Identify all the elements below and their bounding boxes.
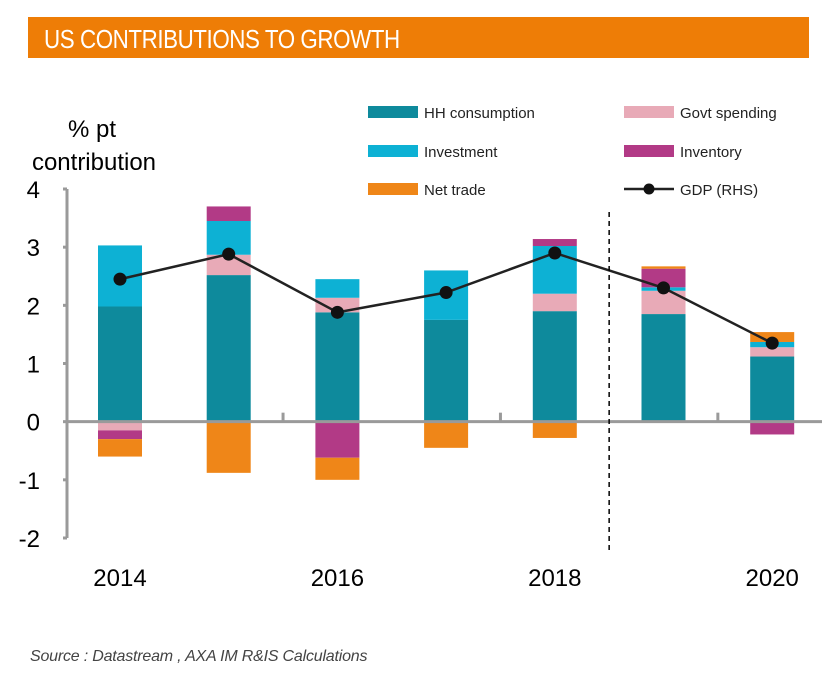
gdp-point — [765, 336, 779, 350]
bar-segment — [206, 275, 251, 422]
y-tick-label: -2 — [19, 526, 40, 553]
x-tick-label: 2016 — [311, 565, 364, 592]
y-tick-label: 0 — [27, 410, 40, 437]
legend-label: Govt spending — [680, 105, 777, 122]
bar-segment — [750, 347, 795, 357]
gdp-point — [439, 286, 453, 300]
legend-label: HH consumption — [424, 105, 535, 122]
bar-segment — [98, 421, 142, 431]
legend-swatch — [368, 145, 418, 157]
y-tick-label: -1 — [19, 468, 40, 495]
bar-segment — [532, 421, 577, 438]
bar-segment — [424, 319, 469, 422]
legend-label: Net trade — [424, 182, 486, 199]
x-tick-label: 2014 — [93, 565, 146, 592]
chart-title: US CONTRIBUTIONS TO GROWTH — [44, 24, 400, 54]
gdp-point — [548, 246, 562, 260]
bar-segment — [750, 421, 795, 435]
legend-marker — [643, 183, 655, 195]
bar-segment — [206, 421, 251, 473]
y-tick-label: 2 — [27, 293, 40, 320]
legend-swatch — [624, 145, 674, 157]
bar-segment — [315, 457, 360, 480]
bar-segment — [206, 206, 251, 221]
source-note: Source : Datastream , AXA IM R&IS Calcul… — [30, 648, 368, 665]
legend-swatch — [368, 183, 418, 195]
gdp-point — [330, 305, 344, 319]
bar-segment — [98, 430, 142, 440]
bars — [98, 206, 795, 480]
legend-label: GDP (RHS) — [680, 182, 758, 199]
x-tick-label: 2020 — [746, 565, 799, 592]
bar-segment — [641, 290, 686, 315]
bar-segment — [315, 312, 360, 422]
bar-segment — [98, 306, 142, 422]
bar-segment — [641, 314, 686, 422]
gdp-point — [222, 247, 236, 261]
y-axis-label-line2: contribution — [32, 149, 156, 176]
y-tick-label: 4 — [27, 177, 40, 204]
gdp-point — [657, 281, 670, 295]
bar-segment — [315, 297, 360, 313]
legend-label: Investment — [424, 144, 498, 161]
legend-swatch — [624, 106, 674, 118]
bar-segment — [750, 356, 795, 422]
y-tick-label: 3 — [27, 235, 40, 262]
y-tick-label: 1 — [27, 352, 40, 379]
bar-segment — [98, 439, 142, 457]
bar-segment — [641, 266, 686, 269]
gdp-point — [113, 272, 127, 286]
bar-segment — [532, 239, 577, 247]
bar-segment — [315, 279, 360, 298]
bar-segment — [532, 293, 577, 312]
bar-segment — [424, 421, 469, 448]
gdp-line — [113, 246, 779, 350]
bar-segment — [641, 268, 686, 288]
bar-segment — [315, 421, 360, 458]
bar-segment — [532, 311, 577, 422]
legend: HH consumption Govt spending Investment Inv… — [368, 105, 777, 199]
y-axis-label-line1: % pt — [68, 116, 116, 143]
legend-swatch — [368, 106, 418, 118]
x-tick-label: 2018 — [528, 565, 581, 592]
legend-label: Inventory — [680, 144, 742, 161]
title-bar: US CONTRIBUTIONS TO GROWTH — [28, 17, 809, 58]
